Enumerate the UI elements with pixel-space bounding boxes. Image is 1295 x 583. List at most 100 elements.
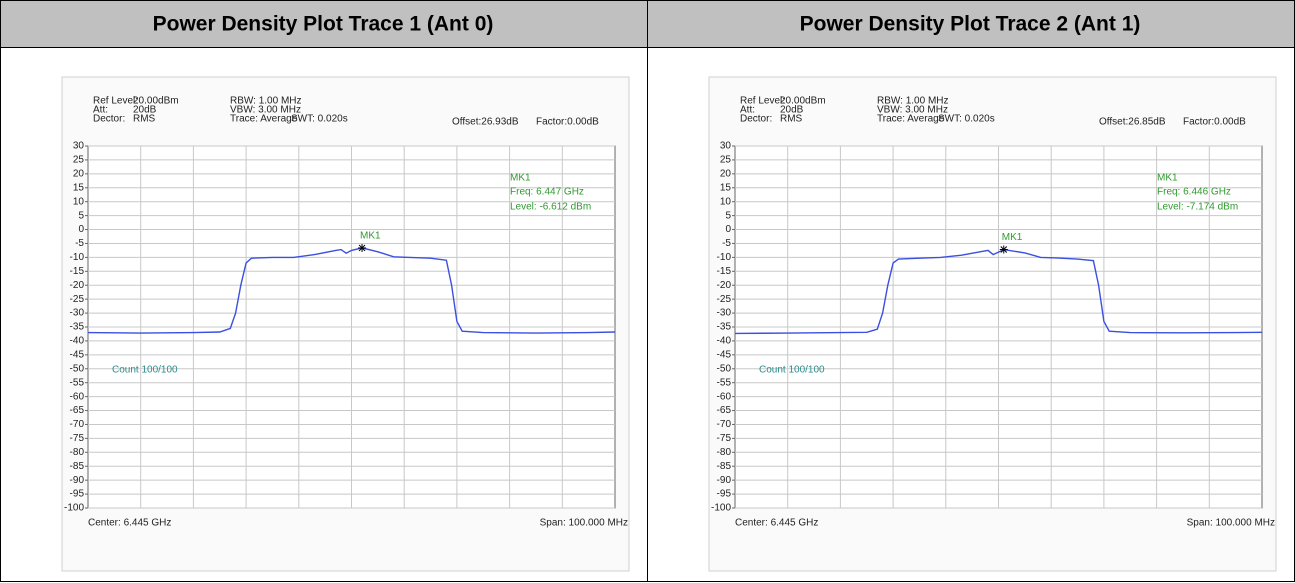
- info-att-value: 20dB: [780, 105, 804, 116]
- info-det-label: Dector:: [93, 114, 125, 125]
- marker-level: Level: -6.612 dBm: [510, 202, 591, 213]
- y-tick-label: -5: [722, 238, 731, 249]
- y-tick-label: -45: [717, 349, 732, 360]
- y-tick-label: -50: [717, 363, 732, 374]
- y-tick-label: 15: [73, 182, 85, 193]
- info-factor: Factor:0.00dB: [536, 117, 599, 128]
- y-tick-label: -40: [70, 336, 85, 347]
- info-rbw: RBW: 1.00 MHz: [230, 96, 302, 107]
- info-att-label: Att:: [740, 105, 755, 116]
- info-trace: Trace: Average: [230, 114, 298, 125]
- info-vbw: VBW: 3.00 MHz: [877, 105, 948, 116]
- y-tick-label: -95: [717, 489, 732, 500]
- marker-label: MK1: [360, 231, 381, 242]
- cell-title: Power Density Plot Trace 2 (Ant 1): [800, 13, 1141, 36]
- y-tick-label: -100: [711, 503, 731, 514]
- y-tick-label: -60: [717, 391, 732, 402]
- span: Span: 100.000 MHz: [540, 518, 628, 529]
- header-cell: [647, 0, 1295, 48]
- marker-label: MK1: [1002, 232, 1023, 243]
- count: Count 100/100: [759, 365, 825, 376]
- y-tick-label: 30: [720, 141, 732, 152]
- marker-name: MK1: [510, 173, 531, 184]
- marker-level: Level: -7.174 dBm: [1157, 202, 1238, 213]
- marker-point: [999, 245, 1008, 254]
- info-ref-label: Ref Level:: [93, 96, 138, 107]
- y-tick-label: -100: [64, 503, 84, 514]
- y-tick-label: -20: [70, 280, 85, 291]
- y-tick-label: 20: [720, 168, 732, 179]
- center: Center: 6.445 GHz: [735, 518, 818, 529]
- info-factor: Factor:0.00dB: [1183, 117, 1246, 128]
- y-tick-label: -65: [717, 405, 732, 416]
- y-tick-label: -85: [717, 461, 732, 472]
- y-tick-label: 25: [73, 155, 85, 166]
- info-ref-value: 20.00dBm: [133, 96, 179, 107]
- info-swt: SWT: 0.020s: [291, 114, 348, 125]
- y-tick-label: -35: [717, 322, 732, 333]
- y-tick-label: -25: [70, 294, 85, 305]
- info-det-value: RMS: [780, 114, 803, 125]
- y-tick-label: -20: [717, 280, 732, 291]
- y-tick-label: -15: [717, 266, 732, 277]
- y-tick-label: 0: [725, 224, 731, 235]
- marker-freq: Freq: 6.447 GHz: [510, 187, 584, 198]
- info-offset: Offset:26.85dB: [1099, 117, 1166, 128]
- y-tick-label: -80: [70, 447, 85, 458]
- header-cell: [0, 0, 648, 48]
- y-tick-label: -75: [70, 433, 85, 444]
- marker-freq: Freq: 6.446 GHz: [1157, 187, 1231, 198]
- y-tick-label: -70: [70, 419, 85, 430]
- y-tick-label: -80: [717, 447, 732, 458]
- info-det-value: RMS: [133, 114, 156, 125]
- y-tick-label: -10: [717, 252, 732, 263]
- y-tick-label: 30: [73, 141, 85, 152]
- y-tick-label: 10: [73, 196, 85, 207]
- y-tick-label: 20: [73, 168, 85, 179]
- y-tick-label: 5: [725, 210, 731, 221]
- info-att-label: Att:: [93, 105, 108, 116]
- y-tick-label: 10: [720, 196, 732, 207]
- y-tick-label: -25: [717, 294, 732, 305]
- trace: [87, 247, 616, 334]
- y-tick-label: -15: [70, 266, 85, 277]
- y-tick-label: -65: [70, 405, 85, 416]
- y-tick-label: 15: [720, 182, 732, 193]
- y-tick-label: -60: [70, 391, 85, 402]
- y-tick-label: -75: [717, 433, 732, 444]
- marker-name: MK1: [1157, 173, 1178, 184]
- y-tick-label: -30: [70, 308, 85, 319]
- trace: [734, 248, 1263, 335]
- y-tick-label: 5: [78, 210, 84, 221]
- info-vbw: VBW: 3.00 MHz: [230, 105, 301, 116]
- y-tick-label: -45: [70, 349, 85, 360]
- y-tick-label: -10: [70, 252, 85, 263]
- info-att-value: 20dB: [133, 105, 157, 116]
- y-tick-label: -55: [717, 377, 732, 388]
- info-det-label: Dector:: [740, 114, 772, 125]
- y-tick-label: -70: [717, 419, 732, 430]
- y-tick-label: 25: [720, 155, 732, 166]
- info-trace: Trace: Average: [877, 114, 945, 125]
- marker-point: [358, 243, 367, 252]
- info-swt: SWT: 0.020s: [938, 114, 995, 125]
- info-rbw: RBW: 1.00 MHz: [877, 96, 949, 107]
- info-ref-value: 20.00dBm: [780, 96, 826, 107]
- cell-title: Power Density Plot Trace 1 (Ant 0): [153, 13, 494, 36]
- y-tick-label: -90: [717, 475, 732, 486]
- count: Count 100/100: [112, 365, 178, 376]
- marker-stroke: [1000, 246, 1008, 253]
- y-tick-label: -40: [717, 336, 732, 347]
- y-tick-label: -30: [717, 308, 732, 319]
- span: Span: 100.000 MHz: [1187, 518, 1275, 529]
- y-tick-label: -95: [70, 489, 85, 500]
- y-tick-label: -85: [70, 461, 85, 472]
- y-tick-label: -50: [70, 363, 85, 374]
- info-offset: Offset:26.93dB: [452, 117, 519, 128]
- y-tick-label: -90: [70, 475, 85, 486]
- y-tick-label: 0: [78, 224, 84, 235]
- marker-stroke: [358, 244, 366, 252]
- center: Center: 6.445 GHz: [88, 518, 171, 529]
- info-ref-label: Ref Level:: [740, 96, 785, 107]
